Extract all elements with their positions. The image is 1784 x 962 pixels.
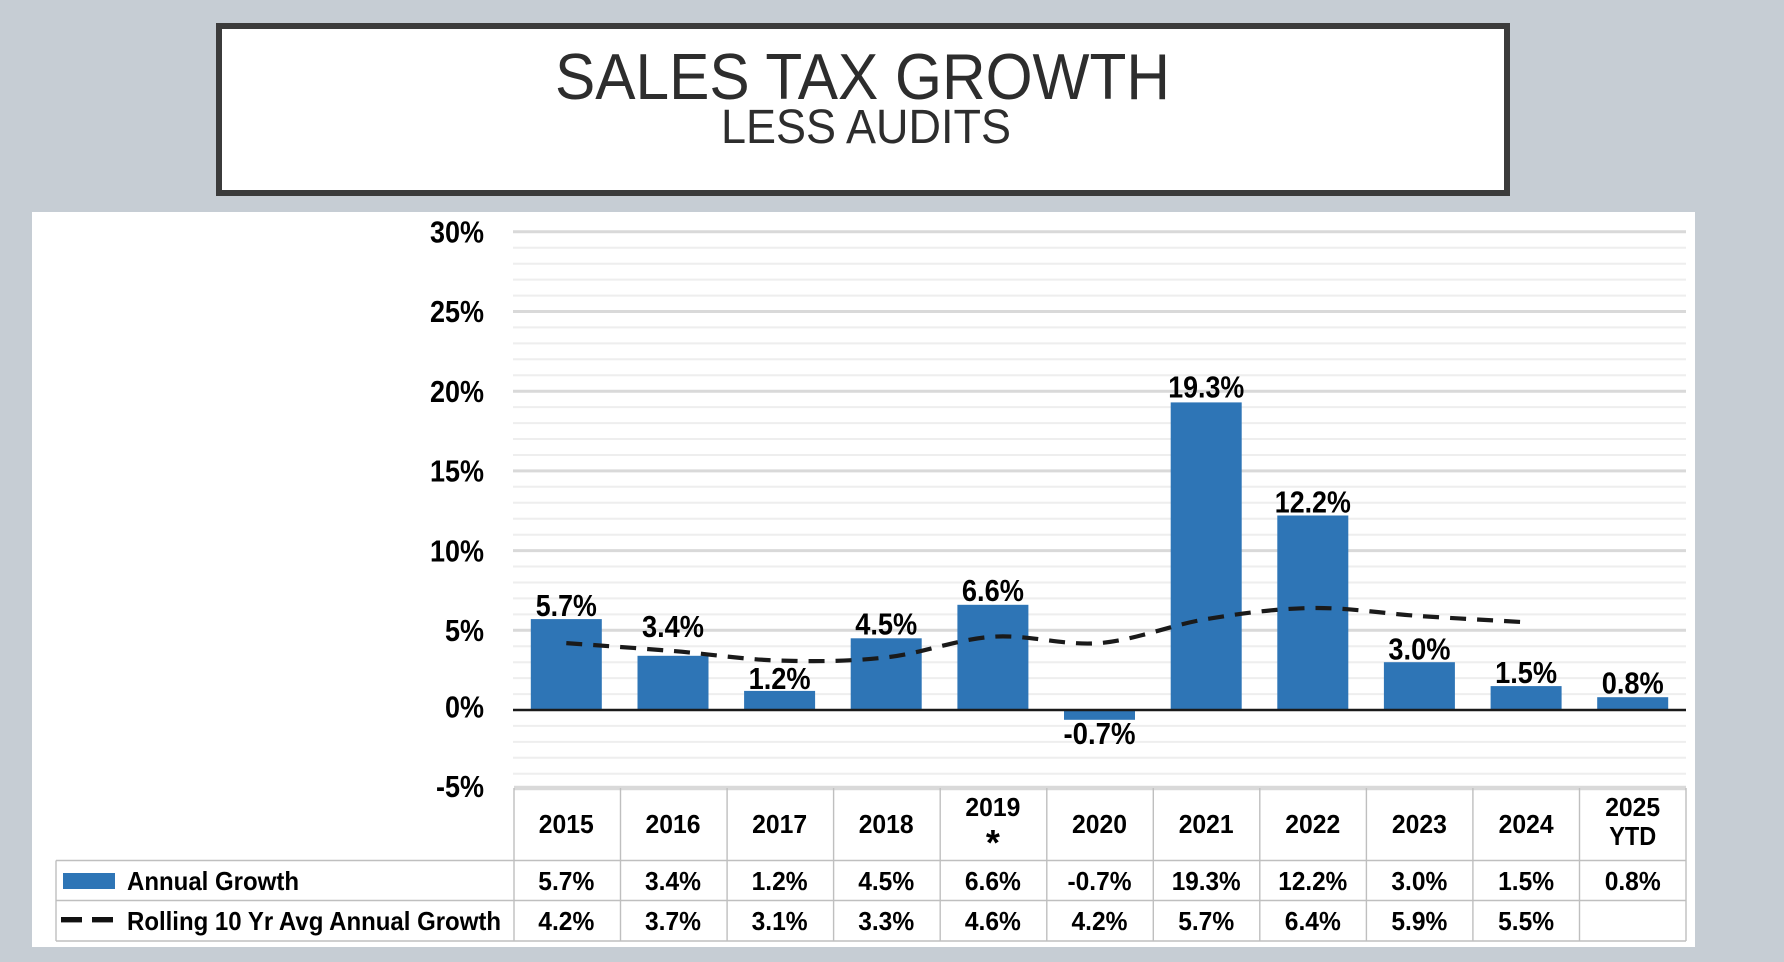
svg-text:3.0%: 3.0%	[1391, 866, 1447, 896]
svg-text:0.8%: 0.8%	[1605, 866, 1661, 896]
svg-text:3.3%: 3.3%	[858, 906, 914, 936]
svg-text:2020: 2020	[1072, 809, 1127, 839]
svg-text:-0.7%: -0.7%	[1068, 866, 1132, 896]
svg-text:1.5%: 1.5%	[1498, 866, 1554, 896]
svg-text:2016: 2016	[646, 809, 701, 839]
svg-text:2019: 2019	[965, 792, 1020, 822]
svg-text:25%: 25%	[430, 294, 484, 329]
svg-text:2023: 2023	[1392, 809, 1447, 839]
svg-text:4.2%: 4.2%	[1072, 906, 1128, 936]
svg-text:5%: 5%	[445, 613, 484, 648]
svg-text:3.7%: 3.7%	[645, 906, 701, 936]
svg-text:6.4%: 6.4%	[1285, 906, 1341, 936]
svg-text:4.5%: 4.5%	[858, 866, 914, 896]
svg-text:5.7%: 5.7%	[1178, 906, 1234, 936]
svg-text:19.3%: 19.3%	[1172, 866, 1241, 896]
svg-text:4.2%: 4.2%	[538, 906, 594, 936]
svg-text:6.6%: 6.6%	[962, 573, 1024, 608]
svg-text:12.2%: 12.2%	[1278, 866, 1347, 896]
svg-text:Annual Growth: Annual Growth	[127, 866, 299, 896]
svg-text:15%: 15%	[430, 454, 484, 489]
svg-text:2015: 2015	[539, 809, 594, 839]
svg-text:5.5%: 5.5%	[1498, 906, 1554, 936]
svg-text:5.9%: 5.9%	[1391, 906, 1447, 936]
svg-text:4.5%: 4.5%	[855, 607, 917, 642]
svg-text:30%: 30%	[430, 215, 484, 250]
svg-text:YTD: YTD	[1609, 821, 1656, 851]
svg-text:-5%: -5%	[436, 769, 484, 804]
svg-text:1.5%: 1.5%	[1495, 655, 1557, 690]
svg-text:0.8%: 0.8%	[1602, 666, 1664, 701]
svg-text:3.0%: 3.0%	[1388, 631, 1450, 666]
svg-text:1.2%: 1.2%	[749, 661, 811, 696]
svg-text:0%: 0%	[445, 690, 484, 725]
svg-text:2017: 2017	[752, 809, 807, 839]
svg-text:2024: 2024	[1499, 809, 1555, 839]
svg-text:12.2%: 12.2%	[1275, 485, 1351, 520]
svg-text:1.2%: 1.2%	[752, 866, 808, 896]
svg-text:3.1%: 3.1%	[752, 906, 808, 936]
svg-text:19.3%: 19.3%	[1168, 370, 1244, 405]
svg-text:20%: 20%	[430, 374, 484, 409]
svg-text:2025: 2025	[1605, 792, 1660, 822]
svg-text:5.7%: 5.7%	[536, 588, 597, 623]
svg-text:2018: 2018	[859, 809, 914, 839]
svg-text:Rolling 10 Yr Avg Annual Growt: Rolling 10 Yr Avg Annual Growth	[127, 906, 501, 936]
svg-text:2021: 2021	[1179, 809, 1234, 839]
svg-text:5.7%: 5.7%	[538, 866, 594, 896]
svg-text:*: *	[986, 822, 1000, 863]
svg-text:10%: 10%	[430, 533, 484, 568]
svg-text:SALES TAX GROWTH: SALES TAX GROWTH	[555, 40, 1170, 113]
svg-text:4.6%: 4.6%	[965, 906, 1021, 936]
svg-text:2022: 2022	[1285, 809, 1340, 839]
svg-text:3.4%: 3.4%	[642, 609, 704, 644]
svg-text:-0.7%: -0.7%	[1064, 716, 1136, 751]
svg-text:6.6%: 6.6%	[965, 866, 1021, 896]
svg-text:3.4%: 3.4%	[645, 866, 701, 896]
svg-text:LESS AUDITS: LESS AUDITS	[721, 101, 1011, 154]
